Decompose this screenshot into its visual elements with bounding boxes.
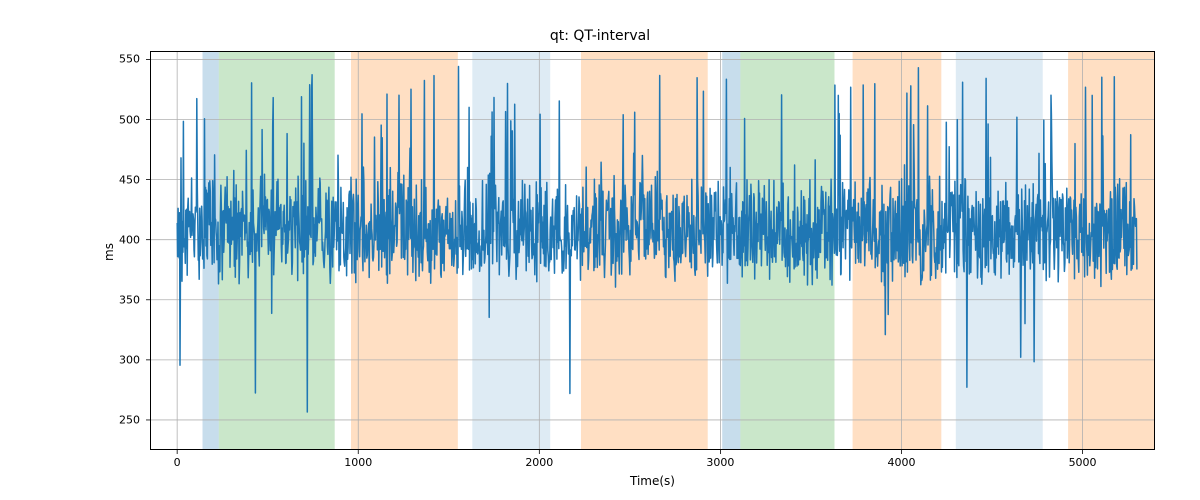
x-tick-label: 5000 <box>1069 456 1097 469</box>
chart-title: qt: QT-interval <box>0 28 1200 44</box>
x-tick-label: 2000 <box>525 456 553 469</box>
x-tick-label: 4000 <box>887 456 915 469</box>
x-axis-label: Time(s) <box>630 474 675 488</box>
y-tick-label: 350 <box>119 293 140 306</box>
figure: qt: QT-interval ms Time(s) 0 1000 2000 3000… <box>0 0 1200 500</box>
plot-area <box>150 51 1155 450</box>
x-tick-label: 1000 <box>344 456 372 469</box>
y-axis-label: ms <box>102 243 116 261</box>
y-tick-label: 500 <box>119 113 140 126</box>
x-tick-label: 0 <box>174 456 181 469</box>
y-tick-label: 550 <box>119 53 140 66</box>
y-tick-label: 250 <box>119 413 140 426</box>
y-tick-label: 400 <box>119 233 140 246</box>
y-tick-label: 450 <box>119 173 140 186</box>
x-tick-label: 3000 <box>706 456 734 469</box>
y-tick-label: 300 <box>119 353 140 366</box>
